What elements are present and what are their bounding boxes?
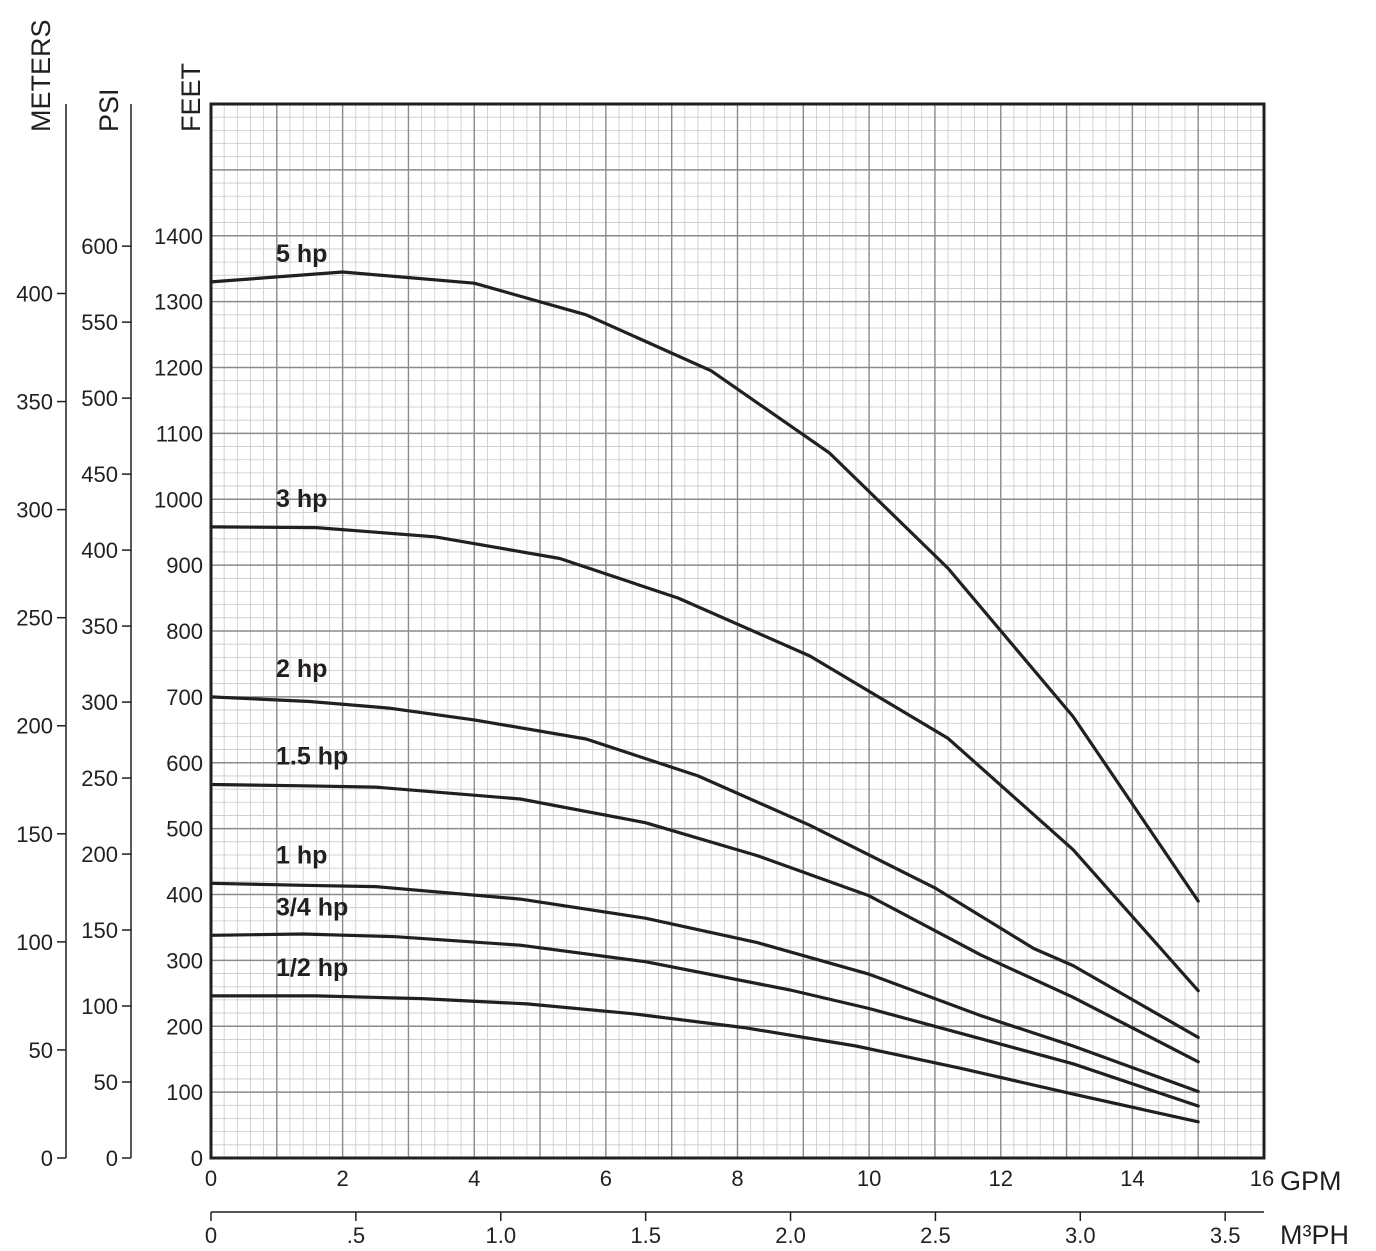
y2-tick-label: 0 bbox=[106, 1146, 118, 1171]
x2-tick-label: 0 bbox=[205, 1223, 217, 1248]
y3-tick-label: 400 bbox=[16, 281, 53, 306]
x2-tick-label: 1.0 bbox=[485, 1223, 516, 1248]
x2-tick-label: 2.5 bbox=[920, 1223, 951, 1248]
y2-tick-label: 550 bbox=[81, 310, 118, 335]
y-tick-label: 1200 bbox=[154, 356, 203, 381]
series-label: 3/4 hp bbox=[276, 893, 348, 921]
y-tick-label: 500 bbox=[166, 817, 203, 842]
series-line bbox=[209, 932, 1200, 1108]
y2-tick-label: 100 bbox=[81, 994, 118, 1019]
y3-tick-label: 150 bbox=[16, 822, 53, 847]
series-line bbox=[209, 994, 1200, 1124]
y-tick-label: 900 bbox=[166, 553, 203, 578]
y-tick-label: 200 bbox=[166, 1014, 203, 1039]
x2-tick-label: 2.0 bbox=[775, 1223, 806, 1248]
y-tick-label: 100 bbox=[166, 1080, 203, 1105]
x-axis-title: GPM bbox=[1280, 1166, 1342, 1196]
y-tick-label: 1000 bbox=[154, 487, 203, 512]
y2-tick-label: 50 bbox=[94, 1070, 118, 1095]
y2-tick-label: 250 bbox=[81, 766, 118, 791]
y-tick-label: 400 bbox=[166, 883, 203, 908]
series-label: 1.5 hp bbox=[276, 742, 348, 770]
x-tick-label: 0 bbox=[205, 1166, 217, 1191]
x-tick-label: 4 bbox=[468, 1166, 480, 1191]
y2-tick-label: 350 bbox=[81, 614, 118, 639]
axes: 0 2 4 6 8 10 12 14 16 0 .5 1.0 1.5 2.0 2.5 3.0 3.5 0 100 20… bbox=[16, 104, 1274, 1248]
x2-tick-label: 3.5 bbox=[1210, 1223, 1241, 1248]
major-grid bbox=[210, 103, 1265, 1159]
y2-tick-label: 600 bbox=[81, 234, 118, 259]
y2-tick-label: 500 bbox=[81, 386, 118, 411]
y3-tick-label: 350 bbox=[16, 390, 53, 415]
x2-tick-label: 3.0 bbox=[1065, 1223, 1096, 1248]
y3-tick-label: 300 bbox=[16, 498, 53, 523]
y-axis-title: FEET bbox=[176, 63, 206, 132]
x-tick-label: 16 bbox=[1250, 1166, 1274, 1191]
y-tick-label: 1100 bbox=[156, 421, 203, 446]
x-tick-label: 6 bbox=[600, 1166, 612, 1191]
series-line bbox=[209, 525, 1200, 993]
series-label: 3 hp bbox=[276, 485, 327, 513]
y2-tick-label: 200 bbox=[81, 842, 118, 867]
y-tick-label: 1400 bbox=[154, 224, 203, 249]
y2-tick-label: 300 bbox=[81, 690, 118, 715]
x2-axis-title: M³PH bbox=[1280, 1220, 1349, 1250]
y3-tick-label: 250 bbox=[16, 606, 53, 631]
series-line bbox=[209, 270, 1200, 903]
x-tick-label: 14 bbox=[1120, 1166, 1144, 1191]
y3-tick-label: 50 bbox=[29, 1038, 53, 1063]
y2-tick-label: 400 bbox=[81, 538, 118, 563]
series-labels: 5 hp 3 hp 2 hp 1.5 hp 1 hp 3/4 hp 1/2 hp bbox=[276, 240, 348, 982]
y3-axis-title: METERS bbox=[26, 19, 56, 132]
x2-tick-label: 1.5 bbox=[630, 1223, 661, 1248]
y-tick-label: 300 bbox=[166, 948, 203, 973]
x-tick-label: 10 bbox=[857, 1166, 881, 1191]
y-tick-label: 700 bbox=[166, 685, 203, 710]
series-label: 5 hp bbox=[276, 240, 327, 268]
series-label: 2 hp bbox=[276, 655, 327, 683]
y2-axis-title: PSI bbox=[94, 88, 124, 132]
y-tick-label: 800 bbox=[166, 619, 203, 644]
y-tick-label: 1300 bbox=[154, 290, 203, 315]
y2-tick-label: 150 bbox=[81, 918, 118, 943]
x-tick-label: 8 bbox=[731, 1166, 743, 1191]
plot-frame bbox=[209, 102, 1266, 1160]
series-line bbox=[209, 695, 1200, 1039]
x2-tick-label: .5 bbox=[347, 1223, 365, 1248]
y3-tick-label: 0 bbox=[41, 1146, 53, 1171]
series-label: 1/2 hp bbox=[276, 954, 348, 982]
series-label: 1 hp bbox=[276, 841, 327, 869]
x-tick-label: 2 bbox=[337, 1166, 349, 1191]
y3-tick-label: 100 bbox=[16, 930, 53, 955]
y3-tick-label: 200 bbox=[16, 714, 53, 739]
series-line bbox=[209, 782, 1200, 1064]
series-line bbox=[209, 881, 1200, 1094]
pump-curves bbox=[209, 270, 1200, 1124]
x-tick-label: 12 bbox=[989, 1166, 1013, 1191]
y2-tick-label: 450 bbox=[81, 462, 118, 487]
y-tick-label: 600 bbox=[166, 751, 203, 776]
y-tick-label: 0 bbox=[191, 1146, 203, 1171]
